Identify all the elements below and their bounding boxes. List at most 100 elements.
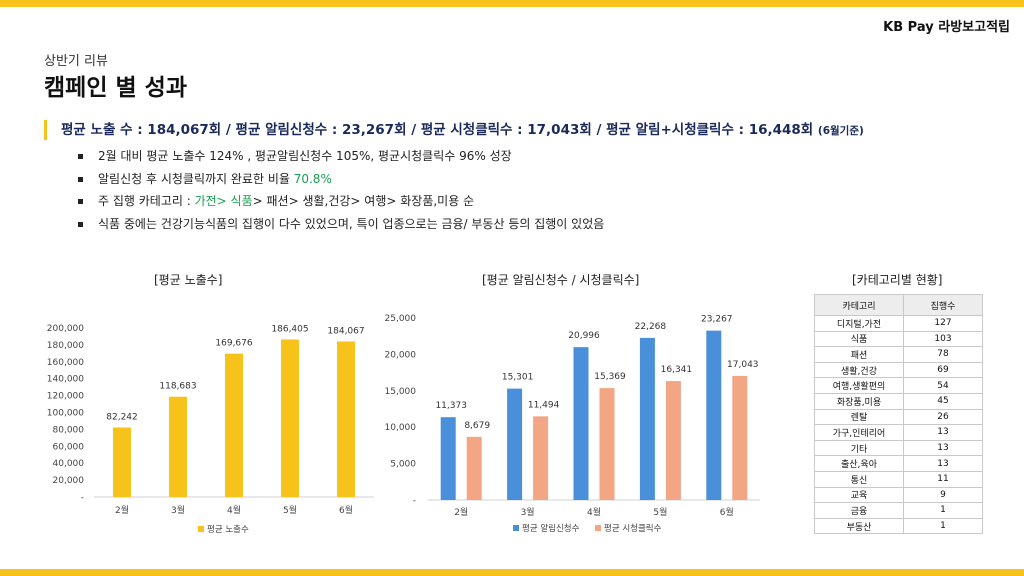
bar-click — [599, 388, 615, 500]
headline-main: 평균 노출 수 : 184,067회 / 평균 알림신청수 : 23,267회 … — [61, 122, 814, 138]
bar-impressions — [337, 341, 355, 497]
table-cell-category: 교육 — [814, 486, 904, 504]
bar-notify — [507, 388, 523, 500]
table-cell-count: 127 — [903, 315, 983, 332]
bullet-item: 식품 중에는 건강기능식품의 집행이 다수 있었으며, 특이 업종으로는 금융/… — [76, 216, 604, 239]
bar-impressions — [281, 339, 299, 497]
bullet-text: 주 집행 카테고리 : — [98, 194, 195, 208]
data-label: 16,341 — [661, 365, 693, 375]
bar-notify — [706, 330, 722, 500]
table-title-category: [카테고리별 현황] — [852, 273, 943, 287]
bar-impressions — [225, 353, 243, 497]
table-cell-category: 화장품,미용 — [814, 392, 904, 410]
table-cell-count: 78 — [903, 346, 983, 363]
table-cell-category: 디지털,가전 — [814, 315, 904, 332]
y-tick-label: 20,000 — [53, 476, 85, 486]
y-tick-label: 40,000 — [53, 459, 85, 469]
table-row: 식품 103 — [814, 330, 983, 348]
x-tick-label: 3월 — [521, 506, 535, 518]
headline-note: (6월기준) — [817, 125, 864, 137]
table-cell-count: 45 — [903, 392, 983, 410]
table-cell-count: 1 — [903, 517, 983, 535]
y-tick-label: - — [81, 493, 84, 503]
x-tick-label: 2월 — [115, 504, 129, 516]
table-row: 생활,건강 69 — [814, 361, 983, 379]
data-label: 184,067 — [327, 326, 364, 336]
x-tick-label: 2월 — [454, 506, 468, 518]
y-tick-label: 180,000 — [47, 341, 84, 351]
x-tick-label: 4월 — [227, 504, 241, 516]
table-row: 금융 1 — [814, 502, 983, 519]
table-row: 렌탈 26 — [814, 408, 983, 426]
bullet-highlight: 가전> 식품 — [194, 194, 253, 208]
y-tick-label: 120,000 — [47, 392, 84, 402]
bullet-text: > 패션> 생활,건강> 여행> 화장품,미용 순 — [252, 194, 475, 208]
table-cell-count: 1 — [903, 502, 983, 519]
bullet-item: 알림신청 후 시청클릭까지 완료한 비율 70.8% — [76, 171, 604, 194]
legend-swatch — [198, 526, 204, 532]
data-label: 11,373 — [435, 401, 467, 411]
data-label: 169,676 — [215, 339, 252, 349]
data-label: 15,301 — [502, 373, 533, 383]
y-tick-label: 80,000 — [53, 425, 85, 435]
table-header-category: 카테고리 — [814, 294, 904, 316]
table-row: 교육 9 — [814, 486, 983, 504]
x-tick-label: 5월 — [653, 506, 667, 518]
bar-click — [466, 436, 482, 500]
notify-click-bar-chart: - 5,000 10,000 15,000 20,000 25,000 11,373 8,67… — [385, 314, 760, 534]
table-cell-count: 69 — [903, 361, 983, 379]
x-tick-label: 3월 — [171, 504, 185, 516]
table-row: 가구,인테리어 13 — [814, 424, 983, 441]
y-tick-label: 10,000 — [385, 423, 416, 433]
table-cell-category: 가구,인테리어 — [814, 424, 904, 441]
table-row: 여행,생활편의 54 — [814, 377, 983, 394]
table-cell-count: 103 — [903, 330, 983, 348]
bullet-item: 주 집행 카테고리 : 가전> 식품> 패션> 생활,건강> 여행> 화장품,미… — [76, 193, 604, 216]
bullet-text: 2월 대비 평균 노출수 124% , 평균알림신청수 105%, 평균시청클릭… — [98, 149, 512, 163]
bar-click — [665, 381, 681, 500]
bar-impressions — [113, 427, 131, 497]
bullet-highlight: 70.8% — [293, 171, 332, 186]
data-label: 20,996 — [568, 331, 600, 341]
table-cell-category: 출산,육아 — [814, 455, 904, 472]
data-label: 17,043 — [727, 360, 759, 370]
table-cell-count: 54 — [903, 377, 983, 394]
bar-click — [533, 416, 549, 500]
table-row: 패션 78 — [814, 346, 983, 363]
summary-headline: 평균 노출 수 : 184,067회 / 평균 알림신청수 : 23,267회 … — [44, 120, 864, 140]
y-tick-label: 20,000 — [385, 350, 416, 360]
y-tick-label: 15,000 — [385, 387, 416, 397]
table-row: 부동산 1 — [814, 517, 983, 535]
data-label: 82,242 — [106, 413, 138, 423]
y-tick-label: - — [413, 496, 416, 506]
bar-notify — [440, 417, 456, 500]
table-cell-count: 13 — [903, 439, 983, 457]
data-label: 8,679 — [464, 421, 490, 431]
bar-click — [732, 375, 748, 500]
table-cell-category: 생활,건강 — [814, 361, 904, 379]
table-cell-count: 9 — [903, 486, 983, 504]
x-tick-label: 6월 — [339, 504, 353, 516]
table-row: 출산,육아 13 — [814, 455, 983, 472]
table-cell-category: 식품 — [814, 330, 904, 348]
bullet-text: 알림신청 후 시청클릭까지 완료한 비율 — [98, 171, 294, 186]
table-row: 기타 13 — [814, 439, 983, 457]
table-cell-count: 11 — [903, 470, 983, 488]
table-cell-count: 13 — [903, 455, 983, 472]
data-label: 11,494 — [528, 400, 560, 410]
y-tick-label: 5,000 — [390, 460, 416, 470]
y-tick-label: 200,000 — [47, 324, 84, 334]
top-accent-bar — [0, 0, 1024, 7]
bottom-accent-bar — [0, 569, 1024, 576]
impressions-bar-chart: - 20,000 40,000 60,000 80,000 100,000 120,000 1… — [47, 324, 374, 535]
table-cell-category: 금융 — [814, 502, 904, 519]
category-table: 카테고리 집행수 디지털,가전 127 식품 103 패션 78 생활,건강 69 여행,생활편… — [814, 294, 983, 535]
data-label: 118,683 — [159, 382, 196, 392]
bullet-text: 식품 중에는 건강기능식품의 집행이 다수 있었으며, 특이 업종으로는 금융/… — [98, 216, 605, 231]
legend-label: 평균 노출수 — [207, 524, 249, 535]
chart-title-impressions: [평균 노출수] — [154, 273, 223, 287]
bar-impressions — [169, 396, 187, 497]
y-tick-label: 25,000 — [385, 314, 416, 324]
table-cell-category: 여행,생활편의 — [814, 377, 904, 394]
table-header-count: 집행수 — [903, 294, 983, 316]
